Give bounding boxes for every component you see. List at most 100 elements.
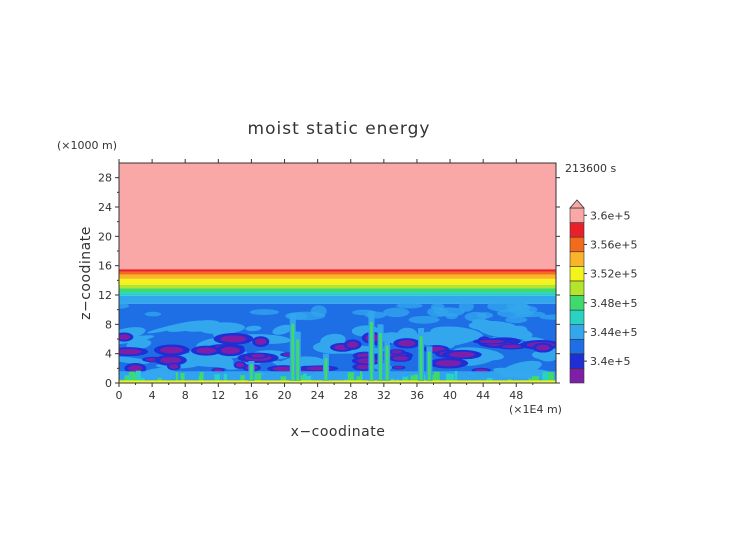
y-tick-label: 24 [98,201,112,214]
cloud-top-patch [144,311,162,317]
filament-patch [147,320,201,334]
x-tick-label: 24 [311,389,325,402]
filament-patch [245,325,262,332]
low-mse-core [160,346,184,354]
colorbar-swatch [569,280,585,296]
surface-plume [347,372,354,383]
surface-plume [253,376,257,383]
colorbar-swatch [569,236,585,253]
surface-plume [542,371,548,383]
filament-patch [272,324,293,335]
layer-band-5 [119,284,556,289]
low-mse-core [357,358,378,364]
low-mse-core [392,356,408,361]
convective-plume-core [379,333,383,381]
low-mse-core [255,338,267,345]
filament-patch [504,325,528,338]
low-mse-core [119,334,131,340]
turbulent-layer [119,300,556,383]
layer-band-2 [119,271,556,275]
low-mse-core [356,364,371,370]
surface-plume [124,376,129,383]
cloud-top-patch [433,307,465,317]
cloud-top-patch [487,300,524,312]
colorbar-tick-label: 3.56e+5 [590,238,637,251]
surface-plume [175,372,178,383]
low-mse-core [391,350,403,354]
surface-plume [157,377,162,383]
colorbar-tick-label: 3.52e+5 [590,268,637,281]
surface-plume [198,375,204,383]
low-mse-core [394,366,404,369]
cloud-top-patch [505,316,528,324]
cloud-top-patch [383,307,410,318]
cloud-top-patch [285,312,308,320]
x-tick-label: 40 [443,389,457,402]
colorbar-tick-label: 3.44e+5 [590,326,637,339]
x-unit-label: (×1E4 m) [509,403,562,416]
colorbar-swatch [569,222,585,238]
cloud-top-patch [364,311,387,319]
colorbar-swatch [569,368,585,384]
colorbar-tick-label: 3.4e+5 [590,355,630,368]
colorbar-swatch [569,295,585,311]
surface-plume [360,371,363,383]
colorbar-extend-max [569,199,585,209]
surface-plume [547,372,554,383]
filament-patch [126,339,152,350]
surface-plume [128,371,135,383]
surface-plume [302,373,307,383]
colorbar-swatch [569,309,585,325]
colorbar-tick-label: 3.6e+5 [590,209,630,222]
layer-band-3 [119,274,556,279]
cloud-top-patch [458,301,474,312]
surface-plume [445,373,452,383]
convective-plume-core [419,336,423,381]
low-mse-core [220,346,240,354]
x-tick-label: 48 [509,389,523,402]
layer-band-0 [119,163,556,270]
colorbar-swatch [569,353,585,369]
cloud-top-patch [408,315,440,324]
low-mse-core [502,344,522,349]
colorbar-swatch [569,251,585,267]
layer-band-4 [119,278,556,285]
filament-patch [436,332,481,347]
surface-plume [135,370,141,383]
y-unit-label: (×1000 m) [57,139,117,152]
surface-plume [430,374,437,383]
x-tick-label: 8 [182,389,189,402]
convective-plume-core [427,351,431,381]
colorbar-swatch [569,338,585,355]
low-mse-core [448,351,475,358]
x-tick-label: 36 [410,389,424,402]
surface-plume [180,372,185,383]
surface-plume [280,376,287,383]
surface-plume [454,371,458,383]
y-tick-label: 28 [98,172,112,185]
layer-band-8 [119,295,556,304]
low-mse-core [250,354,265,358]
low-mse-core [169,364,179,369]
x-tick-label: 44 [476,389,490,402]
y-tick-label: 8 [105,318,112,331]
x-tick-label: 20 [278,389,292,402]
cloud-top-patch [445,313,458,320]
cloud-top-patch [476,312,493,319]
surface-plume [303,376,311,383]
low-mse-core [119,348,142,355]
layer-band-7 [119,292,556,296]
x-tick-label: 32 [377,389,391,402]
low-mse-core [435,360,462,367]
y-axis-label: z−coodinate [78,226,94,320]
surface-plume [297,377,306,383]
low-mse-core [220,335,247,343]
y-tick-label: 12 [98,289,112,302]
colorbar-swatch [569,266,585,282]
x-axis-label: x−coodinate [291,424,386,440]
y-tick-label: 0 [105,377,112,390]
x-axis: 0 4 8 12 16 20 24 28 32 36 40 44 48 [116,159,534,402]
x-tick-label: 12 [211,389,225,402]
low-mse-core [272,366,294,371]
